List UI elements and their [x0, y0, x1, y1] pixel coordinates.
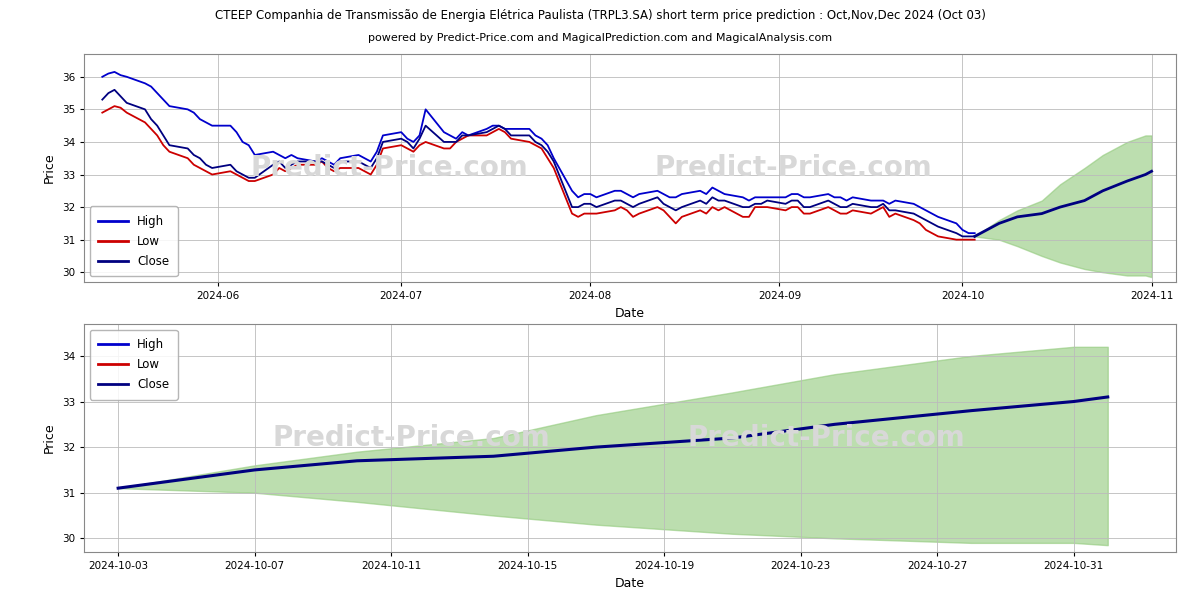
X-axis label: Date: Date: [616, 577, 646, 590]
Text: Predict-Price.com: Predict-Price.com: [251, 154, 529, 182]
Legend: High, Low, Close: High, Low, Close: [90, 206, 178, 276]
Legend: High, Low, Close: High, Low, Close: [90, 330, 178, 400]
Text: CTEEP Companhia de Transmissão de Energia Elétrica Paulista (TRPL3.SA) short ter: CTEEP Companhia de Transmissão de Energi…: [215, 9, 985, 22]
Text: powered by Predict-Price.com and MagicalPrediction.com and MagicalAnalysis.com: powered by Predict-Price.com and Magical…: [368, 33, 832, 43]
Text: Predict-Price.com: Predict-Price.com: [688, 424, 966, 452]
Y-axis label: Price: Price: [43, 422, 56, 454]
Text: Predict-Price.com: Predict-Price.com: [655, 154, 932, 182]
Text: Predict-Price.com: Predict-Price.com: [272, 424, 551, 452]
X-axis label: Date: Date: [616, 307, 646, 320]
Y-axis label: Price: Price: [43, 152, 56, 184]
